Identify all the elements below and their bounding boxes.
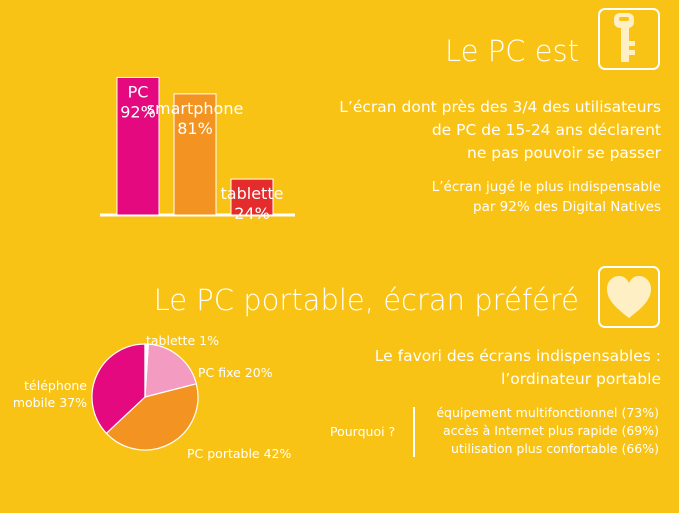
key-icon (598, 8, 660, 70)
pie-chart: PC fixe 20% PC portable 42% téléphone mobil… (13, 333, 292, 461)
bar-PC (116, 76, 160, 216)
pie-slice-1 (105, 383, 199, 451)
pc-description-line-1: de PC de 15-24 ans déclarent (431, 121, 661, 139)
pie-slice-3 (144, 343, 149, 398)
bar-value-label: 24% (234, 204, 270, 223)
reasons-list: équipement multifonctionnel (73%) accès à… (436, 404, 659, 458)
pc-subdescription-line-0: L’écran jugé le plus indispensable (431, 179, 661, 195)
pie-label-2: mobile 37% (13, 395, 87, 410)
reason-line-1: accès à Internet plus rapide (69%) (443, 423, 659, 438)
reason-line-2: utilisation plus confortable (66%) (451, 441, 659, 456)
bar-tablette (230, 178, 274, 216)
pie-slice-0 (144, 343, 198, 398)
pc-description-line-0: L’écran dont près des 3/4 des utilisateu… (339, 98, 661, 116)
pc-subdescription-line-1: par 92% des Digital Natives (473, 199, 661, 215)
pie-slice-2 (91, 343, 146, 435)
section-title-pc: Le PC est (445, 34, 579, 68)
pc-description-line-2: ne pas pouvoir se passer (467, 144, 661, 162)
bar-category-label: tablette (221, 184, 284, 203)
pie-label-3: tablette 1% (146, 333, 219, 348)
pc-subdescription: L’écran jugé le plus indispensable par 92… (432, 177, 661, 217)
bar-category-label: PC (128, 82, 149, 101)
why-divider (413, 407, 415, 457)
bar-category-label: smartphone (147, 99, 244, 118)
bar-smartphone (173, 93, 217, 216)
bar-value-label: 81% (177, 119, 213, 138)
pie-label-1: PC portable 42% (187, 446, 291, 461)
section-title-laptop: Le PC portable, écran préféré (153, 283, 579, 317)
favorite-title: Le favori des écrans indispensables : l’o… (375, 345, 661, 391)
favorite-title-line-1: l’ordinateur portable (501, 370, 661, 388)
favorite-title-line-0: Le favori des écrans indispensables : (374, 347, 661, 365)
reason-line-0: équipement multifonctionnel (73%) (436, 405, 659, 420)
bar-value-label: 92% (120, 102, 156, 121)
pie-label-0: PC fixe 20% (198, 365, 273, 380)
heart-icon (598, 266, 660, 328)
why-label: Pourquoi ? (330, 424, 396, 439)
pc-description: L’écran dont près des 3/4 des utilisateu… (339, 96, 661, 165)
pie-label-2: téléphone (24, 378, 87, 393)
